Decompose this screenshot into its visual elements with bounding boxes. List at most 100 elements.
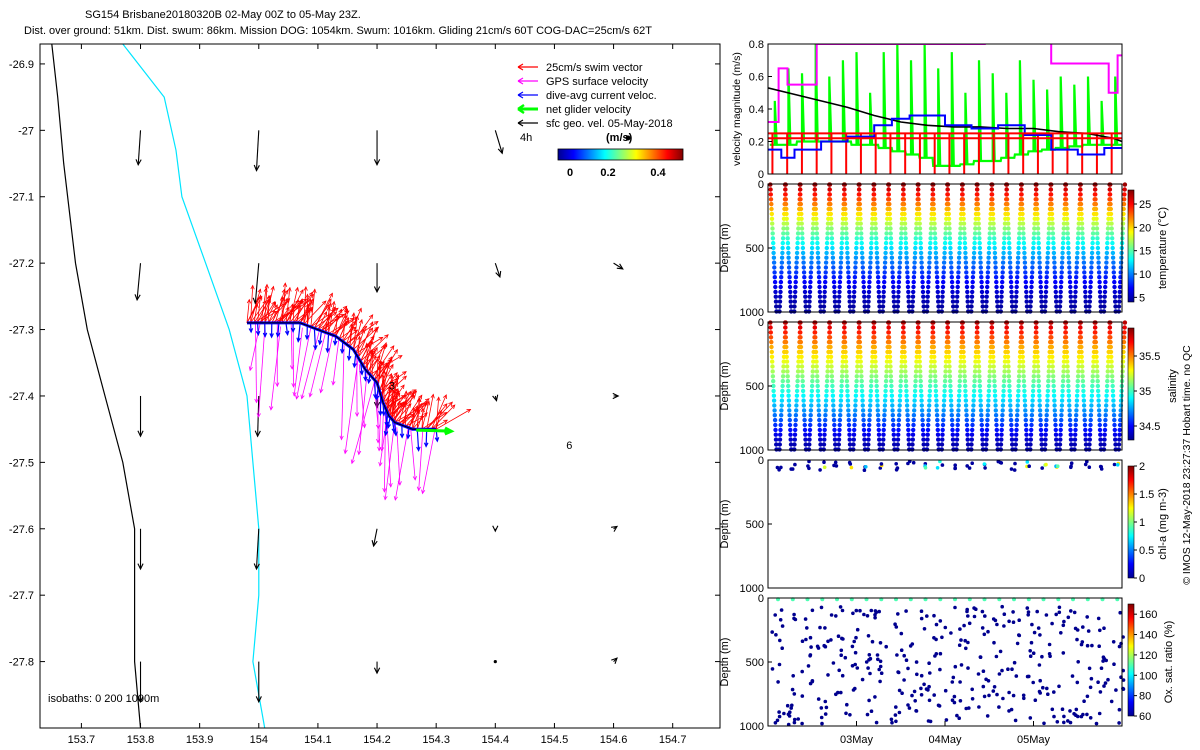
temperature_section-point-0-a4 [769,201,774,207]
temperature_section-point-6-a7 [858,216,863,221]
geo-vector-1-head [253,164,260,172]
temperature_section-point-8-a20 [890,279,896,285]
temperature_section-point-0-b15 [779,255,785,260]
oxygen_section-point-17-13 [1031,651,1036,655]
salinity_section-point-21-a2 [1078,330,1083,335]
temperature_section-point-10-b17 [927,265,932,270]
oxygen_section-point-0-11 [779,608,784,612]
temperature_section-colorbar-tick-label-2: 15 [1139,246,1151,258]
salinity_section-point-20-a9 [1065,364,1070,369]
salinity_section-point-6-b16 [868,398,873,403]
temperature_section-point-0-a11 [770,236,776,241]
temperature_section-point-21-a24 [1083,299,1088,304]
salinity_section-point-0-b11 [780,374,786,379]
swim-vector-60-2 [411,406,416,430]
temperature_section-point-16-b8 [1017,221,1022,226]
swim-vector-37-0-head [369,349,374,354]
temperature_section-point-16-b11 [1016,236,1022,241]
salinity_section-point-12-a12 [948,378,953,384]
oxygen_section-point-16-15 [1017,633,1021,637]
temperature_section-point-15-a13 [992,245,997,251]
salinity_section-point-11-a14 [933,388,939,394]
temperature_section-point-20-a21 [1068,284,1073,290]
salinity_section-point-11-b13 [942,383,947,389]
salinity_section-point-16-b25 [1013,442,1018,447]
temperature_section-point-0-a6 [769,211,774,217]
temperature_section-point-15-b25 [998,304,1004,309]
salinity_section-point-22-b8 [1106,359,1111,364]
salinity_section-point-12-b17 [956,403,961,408]
temperature_section-point-21-a15 [1081,255,1086,260]
chla_section-point-8-1 [894,468,899,472]
temperature_section-point-13-a14 [963,250,968,256]
salinity_section-point-19-a7 [1050,354,1055,359]
salinity_section-point-2-a21 [802,422,807,428]
oxygen_section-point-18-4 [1038,633,1042,637]
salinity_section-point-2-a25 [803,442,808,447]
temperature_section-point-7-a17 [875,265,880,270]
salinity_section-point-12-a18 [949,408,954,413]
temperature_section-point-4-b25 [836,304,841,309]
oxygen_section-point-3-10 [820,721,824,726]
swim-vector-27-1-head [353,329,359,334]
temperature_section-point-6-a1 [856,187,862,192]
oxygen_section-point-14-11 [982,694,987,699]
temperature_section-point-19-a19 [1052,275,1058,280]
dac-vector-1-head [248,328,254,334]
temperature_section-point-13-a2 [960,192,965,197]
salinity_section-point-11-b18 [941,408,946,413]
salinity_section-point-0-b21 [778,422,783,428]
temperature_section-point-11-b24 [940,299,945,304]
salinity_section-point-7-b8 [884,359,890,364]
temperature_section-point-1-a22 [788,289,793,295]
temperature_section-point-14-b23 [984,294,989,299]
temperature_section-point-4-b17 [838,265,843,270]
salinity_section-point-23-a12 [1110,378,1115,384]
swim-vector-41-2-head [379,360,384,366]
salinity_section-point-16-a1 [1004,325,1009,330]
chla_section-point-15-2 [999,461,1004,465]
salinity_section-point-18-b21 [1044,422,1049,428]
oxygen_section-point-21-11 [1085,694,1090,699]
salinity_section-point-5-b24 [851,437,856,442]
salinity_section-point-13-a17 [963,403,969,408]
salinity_section-point-14-a9 [976,364,982,369]
swim-vector-14-0-head [299,298,304,303]
temperature_section-point-2-a23 [803,294,808,299]
temperature_section-point-8-a3 [886,197,892,202]
salinity_section-point-19-a19 [1052,413,1058,418]
temperature_section-point-23-b0 [1122,182,1128,187]
oxygen_section-point-6-12 [864,660,869,664]
salinity_section-point-2-a18 [801,408,807,413]
salinity_section-point-22-a13 [1095,383,1101,389]
temperature_section-point-20-a7 [1064,216,1070,221]
salinity_section-point-1-a13 [786,383,791,389]
speed-colorbar-tick-1: 0.2 [600,167,615,179]
temperature_section-point-7-b22 [881,289,886,295]
salinity_section-point-18-b20 [1044,417,1049,423]
temperature_section-point-22-b25 [1102,304,1107,309]
oxygen_section-point-17-8 [1030,622,1034,627]
geo-vector-5-shaft [254,263,260,304]
salinity_section-point-18-b12 [1046,378,1051,384]
temperature_section-point-0-b13 [780,245,785,251]
salinity_section-point-10-b24 [925,437,930,442]
temperature_section-point-9-a5 [902,206,907,212]
temperature_section-point-3-b16 [823,260,829,265]
salinity_section-point-1-a4 [783,339,789,345]
oxygen_section-point-17-7 [1033,698,1038,702]
salinity_section-point-15-b12 [1001,378,1007,384]
salinity_section-point-5-b14 [853,388,859,394]
swim-vector-10-2-shaft [282,283,286,323]
salinity_section-point-18-b8 [1047,359,1052,364]
salinity_section-point-5-a16 [845,398,851,403]
oxygen_section-point-13-12 [962,623,966,628]
temperature_section-point-15-a18 [993,270,998,275]
swim-vector-5-0-shaft [264,284,268,323]
speed-colorbar-tick-2: 0.4 [650,167,666,179]
salinity_section-point-14-a14 [977,388,983,394]
temperature_section-point-4-a10 [829,231,834,236]
temperature_section-point-3-b18 [823,270,828,275]
temperature_section-point-18-b11 [1046,236,1051,241]
temperature_section-point-21-b14 [1089,250,1095,256]
